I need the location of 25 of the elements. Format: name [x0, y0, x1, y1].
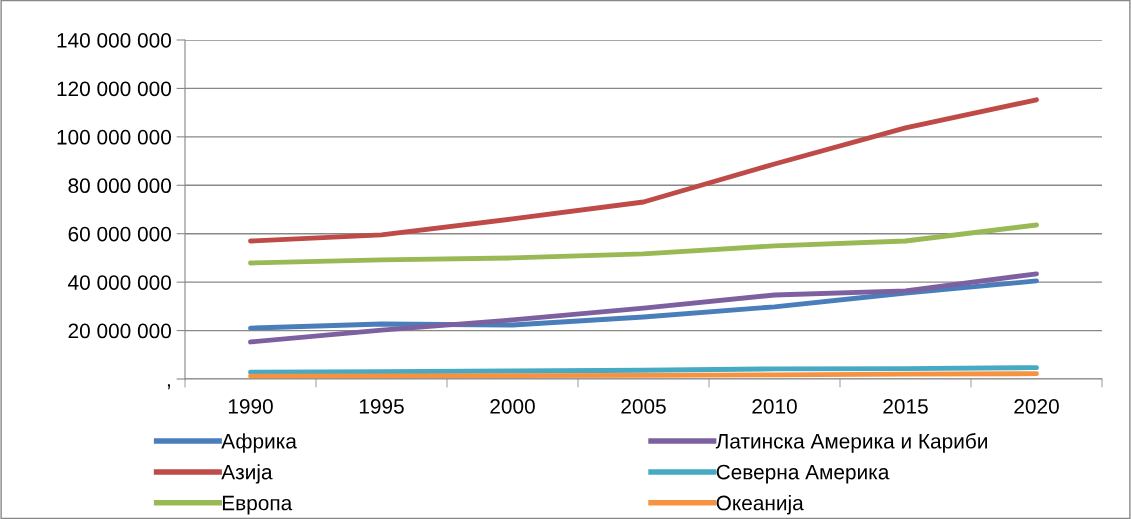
y-tick-label: 140 000 000 — [57, 33, 171, 48]
legend-label: Европа — [222, 495, 293, 515]
y-tick-label: , — [167, 384, 170, 390]
y-tick-label: 40 000 000 — [68, 275, 171, 290]
x-tick-label: 2010 — [752, 398, 797, 414]
legend-label: Латинска Америка и Кариби — [715, 433, 987, 453]
y-tick-label: 80 000 000 — [68, 178, 171, 194]
legend-label: Африка — [221, 433, 297, 453]
legend-label: Океанија — [716, 495, 804, 515]
x-tick-label: 2015 — [883, 398, 928, 414]
y-tick-label: 120 000 000 — [57, 81, 171, 97]
legend-label: Северна Америка — [716, 464, 890, 484]
x-tick-label: 1990 — [228, 398, 273, 414]
line-series — [248, 271, 1039, 345]
x-tick-label: 2005 — [621, 398, 666, 414]
line-series — [248, 222, 1039, 266]
legend-label: Азија — [221, 464, 273, 484]
y-tick-label: 100 000 000 — [57, 129, 171, 145]
y-tick-label: 20 000 000 — [68, 323, 171, 339]
x-tick-label: 2000 — [490, 398, 535, 414]
line-series — [248, 97, 1039, 244]
line-series — [248, 278, 1039, 331]
x-tick-label: 1995 — [359, 398, 404, 414]
x-tick-label: 2020 — [1014, 398, 1059, 414]
y-tick-label: 60 000 000 — [68, 226, 171, 242]
